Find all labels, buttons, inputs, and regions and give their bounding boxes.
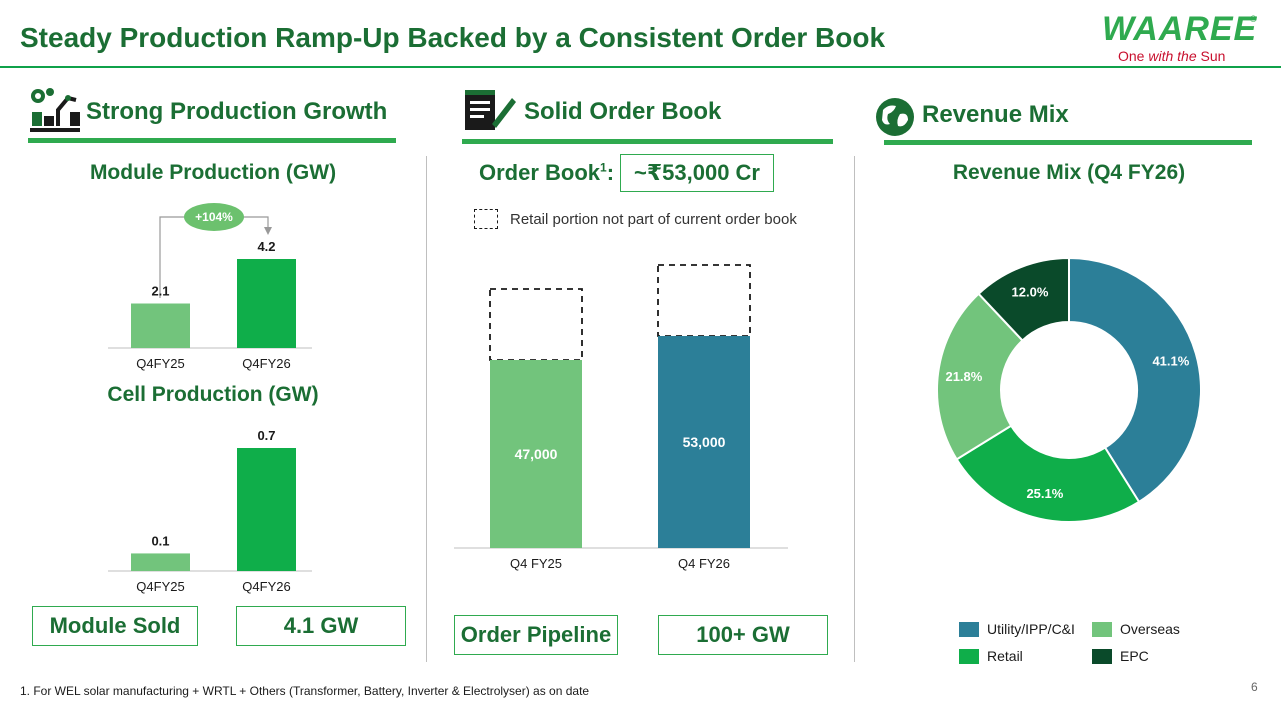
donut-label-2: 21.8% [945, 369, 982, 384]
cell-production-chart: 0.1 Q4FY25 0.7 Q4FY26 [108, 428, 312, 594]
module-sold-value: 4.1 GW [236, 606, 406, 646]
notepad-pencil-icon [462, 88, 518, 134]
order-book-value: ~₹53,000 Cr [620, 154, 774, 192]
legend-swatch-2 [1092, 622, 1112, 637]
logo-registered-mark: ® [1250, 14, 1257, 24]
tagline-italic: with the [1148, 48, 1197, 64]
section-title-order-book: Solid Order Book [524, 98, 722, 125]
section-rule-revenue [884, 140, 1252, 145]
module-bar-1 [237, 259, 296, 348]
footnote: 1. For WEL solar manufacturing + WRTL + … [20, 684, 590, 698]
order-value-label-0: 47,000 [515, 446, 558, 462]
module-value-label-1: 4.2 [257, 239, 275, 254]
module-value-label-0: 2.1 [151, 284, 169, 299]
module-production-title: Module Production (GW) [89, 161, 337, 184]
section-rule-production [28, 138, 396, 143]
growth-badge [184, 203, 244, 231]
retail-note: Retail portion not part of current order… [510, 211, 797, 228]
order-bar-0 [490, 360, 582, 548]
tagline-suffix: Sun [1196, 48, 1226, 64]
footnote-marker: 1 [600, 160, 607, 175]
cell-bar-0 [131, 553, 190, 571]
donut-slice-0 [1068, 256, 1202, 504]
brand-logo: WAAREE ® One with the Sun [1096, 10, 1266, 66]
order-retail-placeholder-0 [489, 288, 583, 361]
logo-wordmark: WAAREE [1102, 10, 1258, 48]
order-pipeline-label: Order Pipeline [454, 615, 618, 655]
order-book-label-colon: : [606, 160, 615, 185]
revenue-donut-chart: 41.1% 25.1% 21.8% 12.0% [936, 256, 1202, 523]
growth-arrow-head [264, 227, 272, 235]
cell-production-title: Cell Production (GW) [107, 383, 319, 406]
logo-tagline: One with the Sun [1118, 48, 1225, 64]
section-title-production: Strong Production Growth [86, 98, 388, 125]
order-value-label-1: 53,000 [683, 434, 726, 450]
section-rule-order-book [462, 139, 833, 144]
cell-tick-label-0: Q4FY25 [136, 579, 184, 594]
order-book-label: Order Book1: [479, 160, 614, 186]
module-tick-label-0: Q4FY25 [136, 356, 184, 371]
header-divider [0, 66, 1281, 68]
module-bar-0 [131, 303, 190, 348]
cell-tick-label-1: Q4FY26 [242, 579, 290, 594]
column-divider-left [426, 156, 427, 662]
cell-value-label-0: 0.1 [151, 533, 169, 548]
section-title-revenue: Revenue Mix [922, 101, 1069, 128]
legend-swatch-0 [959, 622, 979, 637]
donut-slice-2 [936, 292, 1024, 461]
tagline-prefix: One [1118, 48, 1149, 64]
cell-bar-1 [237, 448, 296, 571]
legend-swatch-1 [959, 649, 979, 664]
order-pipeline-value: 100+ GW [658, 615, 828, 655]
order-tick-label-1: Q4 FY26 [678, 556, 730, 571]
module-sold-label: Module Sold [32, 606, 198, 646]
donut-label-3: 12.0% [1012, 284, 1049, 299]
column-divider-right [854, 156, 855, 662]
donut-label-1: 25.1% [1026, 486, 1063, 501]
donut-slice-3 [977, 256, 1070, 342]
order-bar-1 [658, 336, 750, 548]
growth-badge-label: +104% [195, 210, 233, 224]
module-production-chart: +104% 2.1 Q4FY25 4.2 Q4FY26 [108, 203, 312, 371]
order-book-chart: 47,000 Q4 FY25 53,000 Q4 FY26 [454, 264, 788, 571]
revenue-mix-title: Revenue Mix (Q4 FY26) [952, 161, 1186, 184]
page-title: Steady Production Ramp-Up Backed by a Co… [20, 22, 886, 53]
globe-icon [874, 96, 916, 138]
factory-robot-icon [28, 86, 82, 134]
donut-label-0: 41.1% [1152, 354, 1189, 369]
legend-label-1: Retail [987, 648, 1023, 664]
page-number: 6 [1251, 680, 1258, 694]
donut-slice-1 [955, 424, 1141, 523]
order-retail-placeholder-1 [657, 264, 751, 337]
order-book-label-text: Order Book [479, 160, 601, 185]
legend-swatch-3 [1092, 649, 1112, 664]
cell-value-label-1: 0.7 [257, 428, 275, 443]
order-tick-label-0: Q4 FY25 [510, 556, 562, 571]
legend-label-3: EPC [1120, 648, 1149, 664]
module-tick-label-1: Q4FY26 [242, 356, 290, 371]
dashed-legend-swatch [474, 209, 498, 229]
legend-label-2: Overseas [1120, 621, 1180, 637]
legend-label-0: Utility/IPP/C&I [987, 621, 1075, 637]
